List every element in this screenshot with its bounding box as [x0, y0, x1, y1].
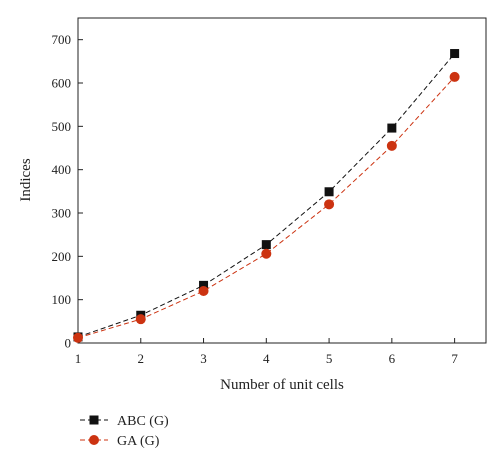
y-tick-label: 500	[52, 119, 72, 134]
y-tick-label: 300	[52, 206, 72, 221]
data-point-ga	[198, 286, 209, 296]
data-point-abc	[324, 187, 334, 197]
x-tick-label: 3	[200, 351, 207, 366]
plot-frame	[77, 17, 487, 344]
data-point-ga	[261, 248, 272, 259]
legend: ABC (G) GA (G)	[80, 414, 169, 449]
x-tick-label: 2	[138, 351, 145, 366]
data-point-abc	[450, 49, 460, 59]
y-tick-label: 0	[65, 336, 72, 351]
data-point-abc	[199, 280, 209, 290]
data-point-abc	[261, 240, 271, 250]
legend-label: GA (G)	[117, 434, 160, 449]
data-point-ga	[449, 71, 460, 82]
x-tick-label: 6	[389, 351, 396, 366]
y-tick-label: 400	[52, 162, 72, 177]
y-axis-label: Indices	[18, 158, 34, 201]
x-tick-label: 5	[326, 351, 333, 366]
data-point-ga	[386, 140, 397, 151]
y-tick-label: 100	[52, 292, 72, 307]
data-point-ga	[73, 332, 83, 343]
data-point-abc	[387, 123, 397, 133]
data-point-ga	[324, 199, 335, 210]
ticks-layer: 1 2 3 4 5 6 7 0 100 200 300 400 500 600 700	[52, 32, 459, 366]
legend-marker-square	[89, 415, 99, 425]
data-point-ga	[135, 314, 146, 325]
x-tick-label: 7	[451, 351, 458, 366]
y-tick-label: 600	[52, 76, 72, 91]
legend-marker-circle	[89, 435, 99, 445]
series-layer	[73, 49, 460, 343]
y-tick-label: 200	[52, 249, 72, 264]
legend-label: ABC (G)	[117, 414, 169, 429]
x-tick-label: 1	[75, 351, 82, 366]
series-line-abc	[77, 53, 455, 338]
x-tick-label: 4	[263, 351, 270, 366]
y-tick-label: 700	[52, 32, 72, 47]
x-axis-label: Number of unit cells	[220, 377, 344, 393]
series-line-ga	[77, 76, 455, 339]
